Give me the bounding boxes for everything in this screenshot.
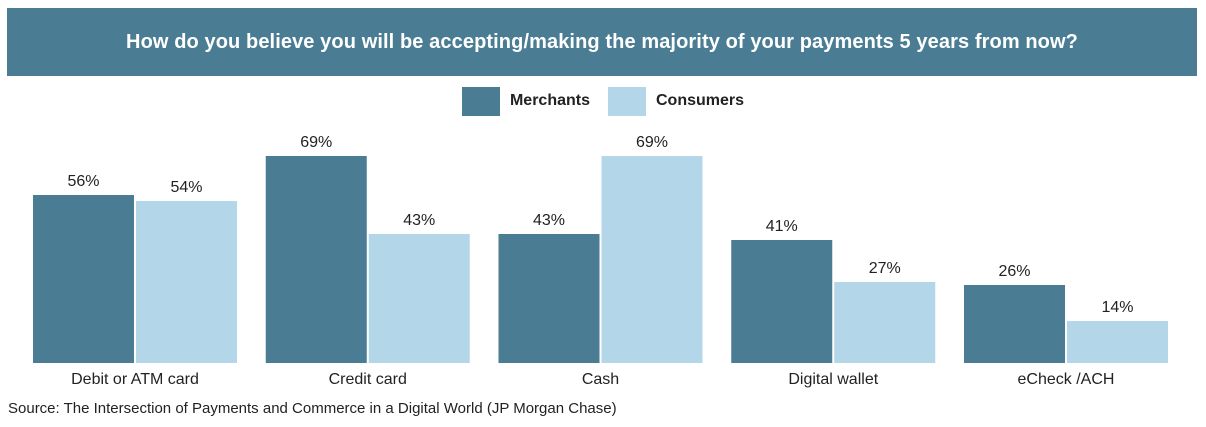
bar-chart: 56% 54% Debit or ATM card 69% 43% Credit card… <box>33 134 1168 388</box>
bar-merchants-digital-wallet <box>731 240 833 363</box>
legend-label-merchants: Merchants <box>509 92 590 109</box>
bar-merchants-echeck-ach <box>964 285 1065 363</box>
bar-merchants-credit-card <box>265 156 367 363</box>
bar-merchants-debit-or-atm-card <box>33 195 134 363</box>
data-label-consumers-credit-card: 43% <box>403 212 435 229</box>
data-label-consumers-digital-wallet: 27% <box>869 260 901 277</box>
category-label-credit-card: Credit card <box>329 371 407 388</box>
category-label-echeck-ach: eCheck /ACH <box>1018 371 1115 388</box>
legend-item-consumers: Consumers <box>608 86 745 116</box>
data-label-merchants-debit-or-atm-card: 56% <box>67 173 99 190</box>
category-label-cash: Cash <box>582 371 619 388</box>
data-label-consumers-debit-or-atm-card: 54% <box>170 179 202 196</box>
data-label-merchants-echeck-ach: 26% <box>998 263 1030 280</box>
data-label-consumers-cash: 69% <box>636 134 668 151</box>
legend-label-consumers: Consumers <box>656 92 745 109</box>
bar-consumers-debit-or-atm-card <box>136 201 237 363</box>
legend-swatch-consumers <box>608 86 646 116</box>
category-label-digital-wallet: Digital wallet <box>788 371 878 388</box>
data-label-merchants-digital-wallet: 41% <box>766 218 798 235</box>
category-label-debit-or-atm-card: Debit or ATM card <box>71 371 199 388</box>
bar-consumers-echeck-ach <box>1067 321 1168 363</box>
data-label-consumers-echeck-ach: 14% <box>1101 299 1133 316</box>
bar-consumers-digital-wallet <box>834 282 936 363</box>
bar-merchants-cash <box>498 234 600 363</box>
bar-consumers-credit-card <box>368 234 470 363</box>
legend-item-merchants: Merchants <box>461 86 590 116</box>
legend-swatch-merchants <box>461 86 500 116</box>
chart-title: How do you believe you will be accepting… <box>7 8 1197 76</box>
data-label-merchants-cash: 43% <box>533 212 565 229</box>
data-label-merchants-credit-card: 69% <box>300 134 332 151</box>
bar-consumers-cash <box>601 156 703 363</box>
source-note: Source: The Intersection of Payments and… <box>8 400 617 417</box>
legend: Merchants Consumers <box>0 86 1206 116</box>
